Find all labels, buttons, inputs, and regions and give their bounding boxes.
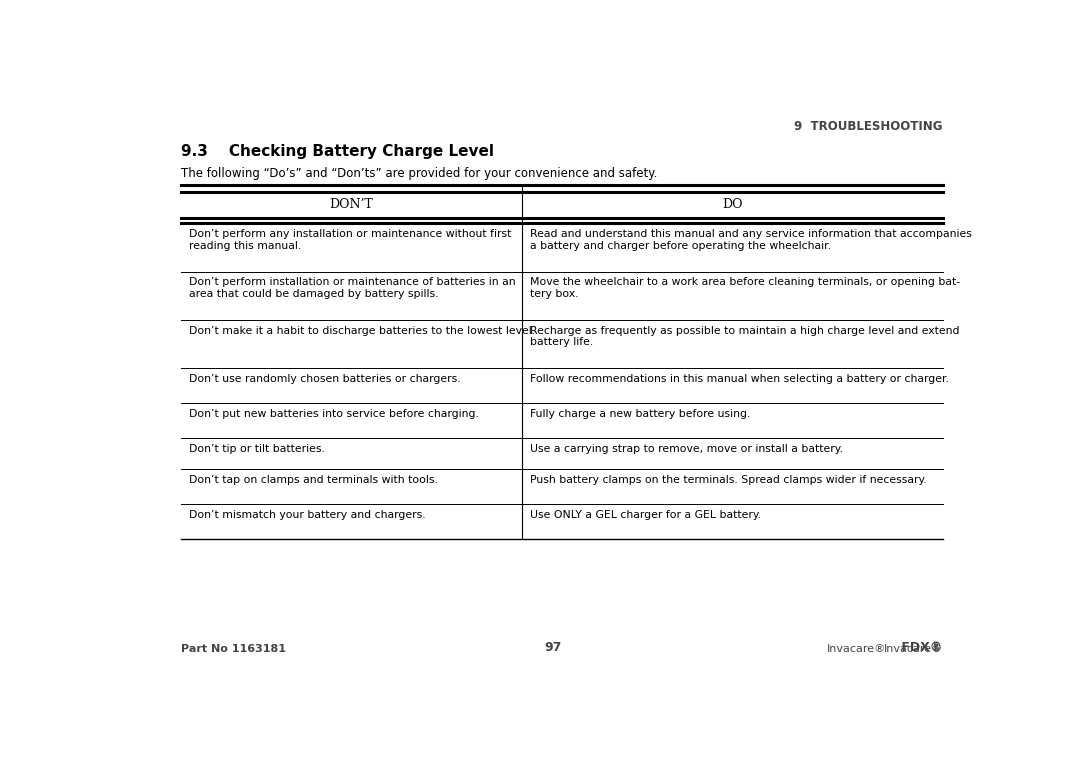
Text: Invacare®: Invacare® — [826, 644, 886, 654]
Text: Don’t perform any installation or maintenance without first
reading this manual.: Don’t perform any installation or mainte… — [189, 229, 512, 251]
Text: DON’T: DON’T — [329, 197, 374, 210]
Text: Invacare®: Invacare® — [883, 644, 943, 654]
Text: Part No 1163181: Part No 1163181 — [181, 644, 286, 654]
Text: Don’t use randomly chosen batteries or chargers.: Don’t use randomly chosen batteries or c… — [189, 373, 461, 383]
Text: Use ONLY a GEL charger for a GEL battery.: Use ONLY a GEL charger for a GEL battery… — [530, 510, 761, 520]
Text: Don’t put new batteries into service before charging.: Don’t put new batteries into service bef… — [189, 409, 480, 419]
Text: The following “Do’s” and “Don’ts” are provided for your convenience and safety.: The following “Do’s” and “Don’ts” are pr… — [181, 167, 658, 180]
Text: Don’t tip or tilt batteries.: Don’t tip or tilt batteries. — [189, 444, 325, 454]
Text: Don’t perform installation or maintenance of batteries in an
area that could be : Don’t perform installation or maintenanc… — [189, 277, 516, 299]
Text: 9.3    Checking Battery Charge Level: 9.3 Checking Battery Charge Level — [181, 144, 494, 159]
Text: Recharge as frequently as possible to maintain a high charge level and extend
ba: Recharge as frequently as possible to ma… — [530, 325, 959, 347]
Text: 97: 97 — [544, 641, 563, 654]
Text: Fully charge a new battery before using.: Fully charge a new battery before using. — [530, 409, 751, 419]
Text: FDX®: FDX® — [897, 641, 943, 654]
Text: Read and understand this manual and any service information that accompanies
a b: Read and understand this manual and any … — [530, 229, 972, 251]
Text: Move the wheelchair to a work area before cleaning terminals, or opening bat-
te: Move the wheelchair to a work area befor… — [530, 277, 960, 299]
Text: Don’t tap on clamps and terminals with tools.: Don’t tap on clamps and terminals with t… — [189, 475, 438, 485]
Text: Use a carrying strap to remove, move or install a battery.: Use a carrying strap to remove, move or … — [530, 444, 843, 454]
Text: Follow recommendations in this manual when selecting a battery or charger.: Follow recommendations in this manual wh… — [530, 373, 949, 383]
Text: Push battery clamps on the terminals. Spread clamps wider if necessary.: Push battery clamps on the terminals. Sp… — [530, 475, 927, 485]
Text: 9  TROUBLESHOOTING: 9 TROUBLESHOOTING — [794, 120, 943, 133]
Text: Don’t mismatch your battery and chargers.: Don’t mismatch your battery and chargers… — [189, 510, 426, 520]
Text: DO: DO — [721, 197, 742, 210]
Text: Don’t make it a habit to discharge batteries to the lowest level.: Don’t make it a habit to discharge batte… — [189, 325, 536, 335]
